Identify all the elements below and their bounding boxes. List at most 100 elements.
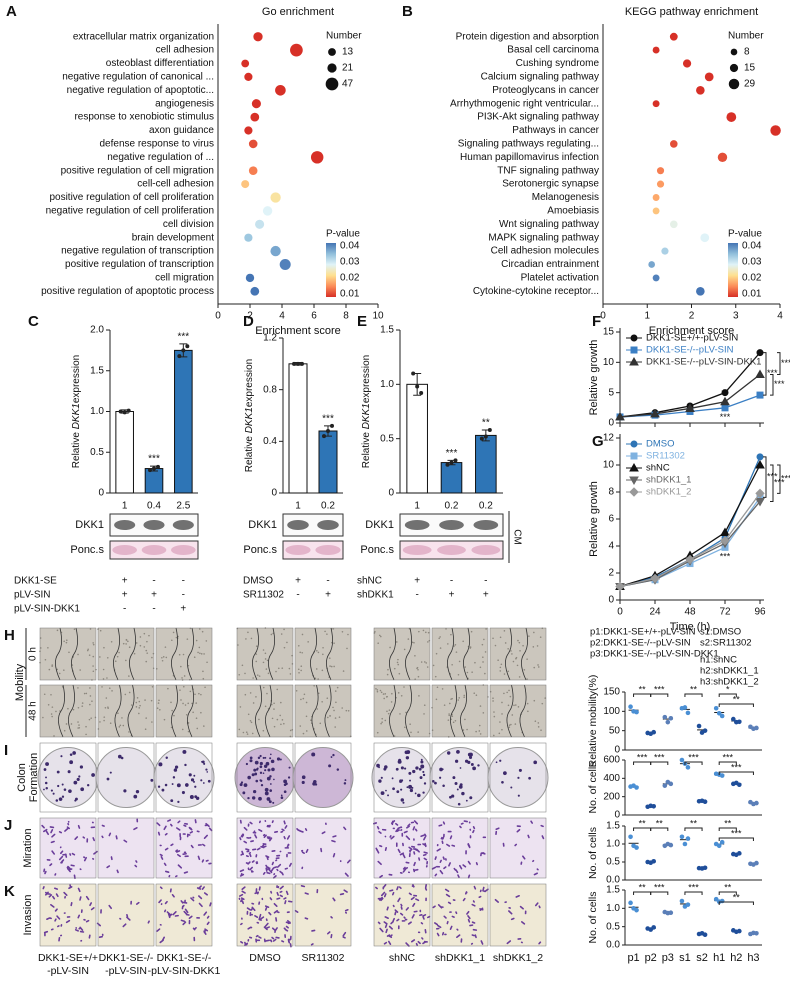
colony bbox=[417, 793, 421, 798]
colony bbox=[270, 759, 275, 764]
cell-speck bbox=[157, 702, 160, 704]
colony bbox=[200, 779, 203, 782]
cell-speck bbox=[256, 674, 259, 676]
cell bbox=[276, 891, 279, 896]
cell-speck bbox=[544, 697, 547, 699]
cell-speck bbox=[393, 735, 396, 737]
colony bbox=[439, 776, 442, 779]
cell-speck bbox=[484, 672, 486, 675]
category-label: Melanogenesis bbox=[532, 192, 599, 203]
y-axis-label-part: expression bbox=[361, 355, 372, 403]
colony bbox=[456, 750, 460, 754]
colony bbox=[254, 760, 259, 765]
cell bbox=[399, 852, 405, 856]
cell-speck bbox=[416, 666, 419, 669]
cell-speck bbox=[128, 731, 130, 733]
colony bbox=[251, 796, 256, 800]
cell-speck bbox=[507, 704, 510, 707]
colony bbox=[314, 783, 318, 786]
cell-speck bbox=[387, 712, 390, 715]
cell bbox=[198, 885, 202, 890]
size-legend-dot bbox=[728, 78, 740, 90]
cell-speck bbox=[451, 697, 453, 700]
image-border bbox=[489, 742, 547, 813]
dot bbox=[670, 220, 678, 229]
cell bbox=[180, 900, 184, 904]
y-tick-label: 1.5 bbox=[606, 885, 620, 896]
wound-edge bbox=[129, 627, 136, 681]
cell bbox=[283, 820, 286, 825]
cell-speck bbox=[247, 713, 250, 716]
x-tick-label: p2 bbox=[645, 952, 657, 964]
cell-speck bbox=[206, 661, 208, 664]
cell-speck bbox=[397, 658, 399, 661]
key-label: h2:shDKK1_1 bbox=[700, 666, 759, 677]
cell bbox=[115, 835, 118, 840]
cell bbox=[342, 936, 346, 939]
cell bbox=[58, 831, 63, 834]
wound-edge bbox=[310, 627, 317, 681]
cell-speck bbox=[270, 703, 273, 706]
size-legend-label: 8 bbox=[744, 47, 750, 58]
cell bbox=[262, 833, 266, 837]
wound-edge bbox=[252, 627, 259, 681]
cell bbox=[262, 871, 266, 875]
sig-bracket bbox=[718, 771, 754, 775]
colony bbox=[472, 766, 476, 771]
cell-speck bbox=[55, 710, 57, 713]
cell-speck bbox=[262, 729, 265, 732]
cell bbox=[249, 866, 254, 871]
cell bbox=[240, 834, 244, 838]
cell-speck bbox=[299, 651, 302, 654]
colony-well bbox=[429, 747, 491, 808]
colony bbox=[412, 769, 416, 774]
data-point bbox=[185, 344, 190, 349]
cell-speck bbox=[482, 661, 484, 663]
legend-label: DMSO bbox=[646, 439, 675, 450]
data-point bbox=[651, 729, 656, 735]
image-border bbox=[155, 742, 213, 813]
cell-speck bbox=[197, 651, 199, 654]
condition-name: shNC bbox=[357, 576, 382, 587]
colony bbox=[422, 770, 425, 774]
colony bbox=[193, 774, 196, 777]
cell-speck bbox=[258, 718, 260, 721]
cell bbox=[326, 931, 331, 935]
cell-speck bbox=[463, 696, 465, 699]
y-tick-label: 200 bbox=[603, 791, 620, 802]
cell bbox=[405, 942, 410, 947]
cell bbox=[101, 824, 105, 827]
blot-band bbox=[439, 520, 464, 530]
cell bbox=[437, 924, 442, 929]
cell-speck bbox=[423, 661, 426, 663]
cell bbox=[508, 910, 513, 915]
cell bbox=[60, 859, 65, 864]
y-axis-label: Relative DKK1expression bbox=[244, 359, 255, 472]
cell-speck bbox=[514, 723, 517, 725]
cell bbox=[175, 849, 178, 852]
cell bbox=[265, 926, 270, 929]
dot bbox=[700, 233, 710, 243]
category-label: Circadian entrainment bbox=[501, 259, 599, 270]
cell-speck bbox=[482, 656, 484, 659]
dot bbox=[253, 32, 263, 42]
colony bbox=[269, 783, 272, 785]
size-legend-title: Number bbox=[326, 31, 362, 42]
cell-speck bbox=[393, 667, 396, 670]
condition-sign: + bbox=[325, 590, 331, 601]
colony bbox=[61, 783, 64, 786]
cell bbox=[451, 844, 456, 847]
cell-speck bbox=[289, 673, 292, 675]
cell-speck bbox=[464, 718, 466, 721]
cell-speck bbox=[324, 630, 326, 633]
cell-speck bbox=[128, 646, 131, 649]
wound-edge bbox=[450, 684, 457, 738]
data-point bbox=[679, 834, 685, 840]
colony bbox=[518, 768, 522, 772]
cell bbox=[403, 830, 408, 834]
colony bbox=[259, 765, 263, 769]
cell bbox=[243, 826, 248, 831]
significance: *** bbox=[767, 368, 778, 378]
row-label: Formation bbox=[28, 753, 40, 803]
